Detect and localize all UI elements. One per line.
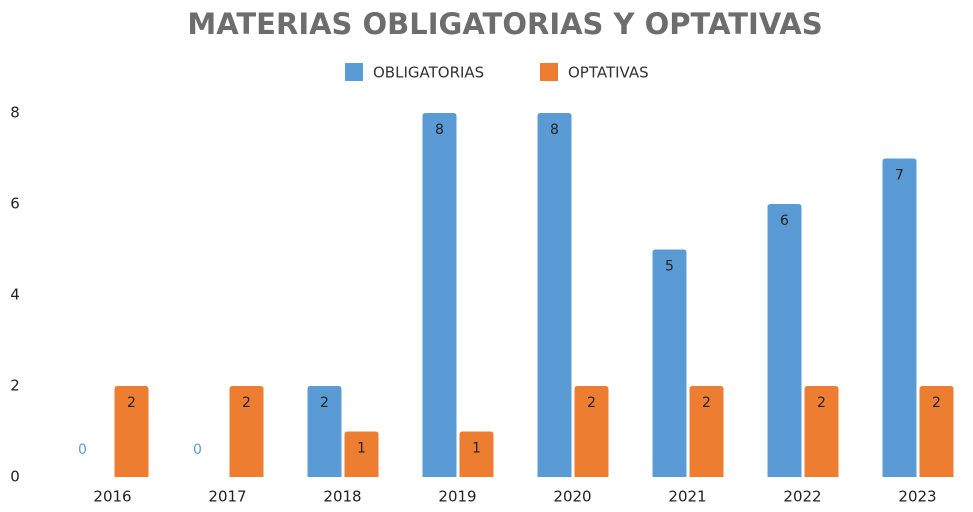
bar [114,386,149,477]
data-label: 6 [780,213,789,229]
bar [229,386,264,477]
data-label: 2 [702,395,711,411]
bar [882,158,917,477]
data-label: 5 [665,259,674,275]
data-label: 7 [895,168,904,184]
data-label: 2 [320,395,329,411]
legend-label: OPTATIVAS [568,64,649,82]
y-tick-label: 4 [10,286,20,304]
bar [767,204,802,477]
legend-label: OBLIGATORIAS [373,64,484,82]
bar [422,113,457,477]
bar [919,386,954,477]
bar [652,249,687,477]
y-tick-label: 0 [10,468,20,486]
data-label: 2 [817,395,826,411]
data-label: 2 [242,395,251,411]
legend-swatch [540,63,558,81]
data-label: 0 [78,442,87,458]
legend-swatch [345,63,363,81]
y-tick-label: 6 [10,195,20,213]
data-label: 1 [357,441,366,457]
x-tick-label: 2017 [208,488,246,506]
data-label: 8 [435,122,444,138]
bar [344,431,379,477]
x-tick-label: 2019 [438,488,476,506]
bar [689,386,724,477]
y-tick-label: 2 [10,377,20,395]
data-label: 2 [127,395,136,411]
bar [537,113,572,477]
data-label: 2 [932,395,941,411]
bar [804,386,839,477]
data-label: 1 [472,441,481,457]
x-tick-label: 2023 [898,488,936,506]
bar [307,386,342,477]
x-tick-label: 2022 [783,488,821,506]
data-label: 0 [193,442,202,458]
x-tick-label: 2021 [668,488,706,506]
bar [574,386,609,477]
chart-title: MATERIAS OBLIGATORIAS Y OPTATIVAS [187,7,822,41]
y-tick-label: 8 [10,104,20,122]
x-tick-label: 2018 [323,488,361,506]
x-tick-label: 2016 [93,488,131,506]
data-label: 2 [587,395,596,411]
data-label: 8 [550,122,559,138]
x-tick-label: 2020 [553,488,591,506]
bar [459,431,494,477]
